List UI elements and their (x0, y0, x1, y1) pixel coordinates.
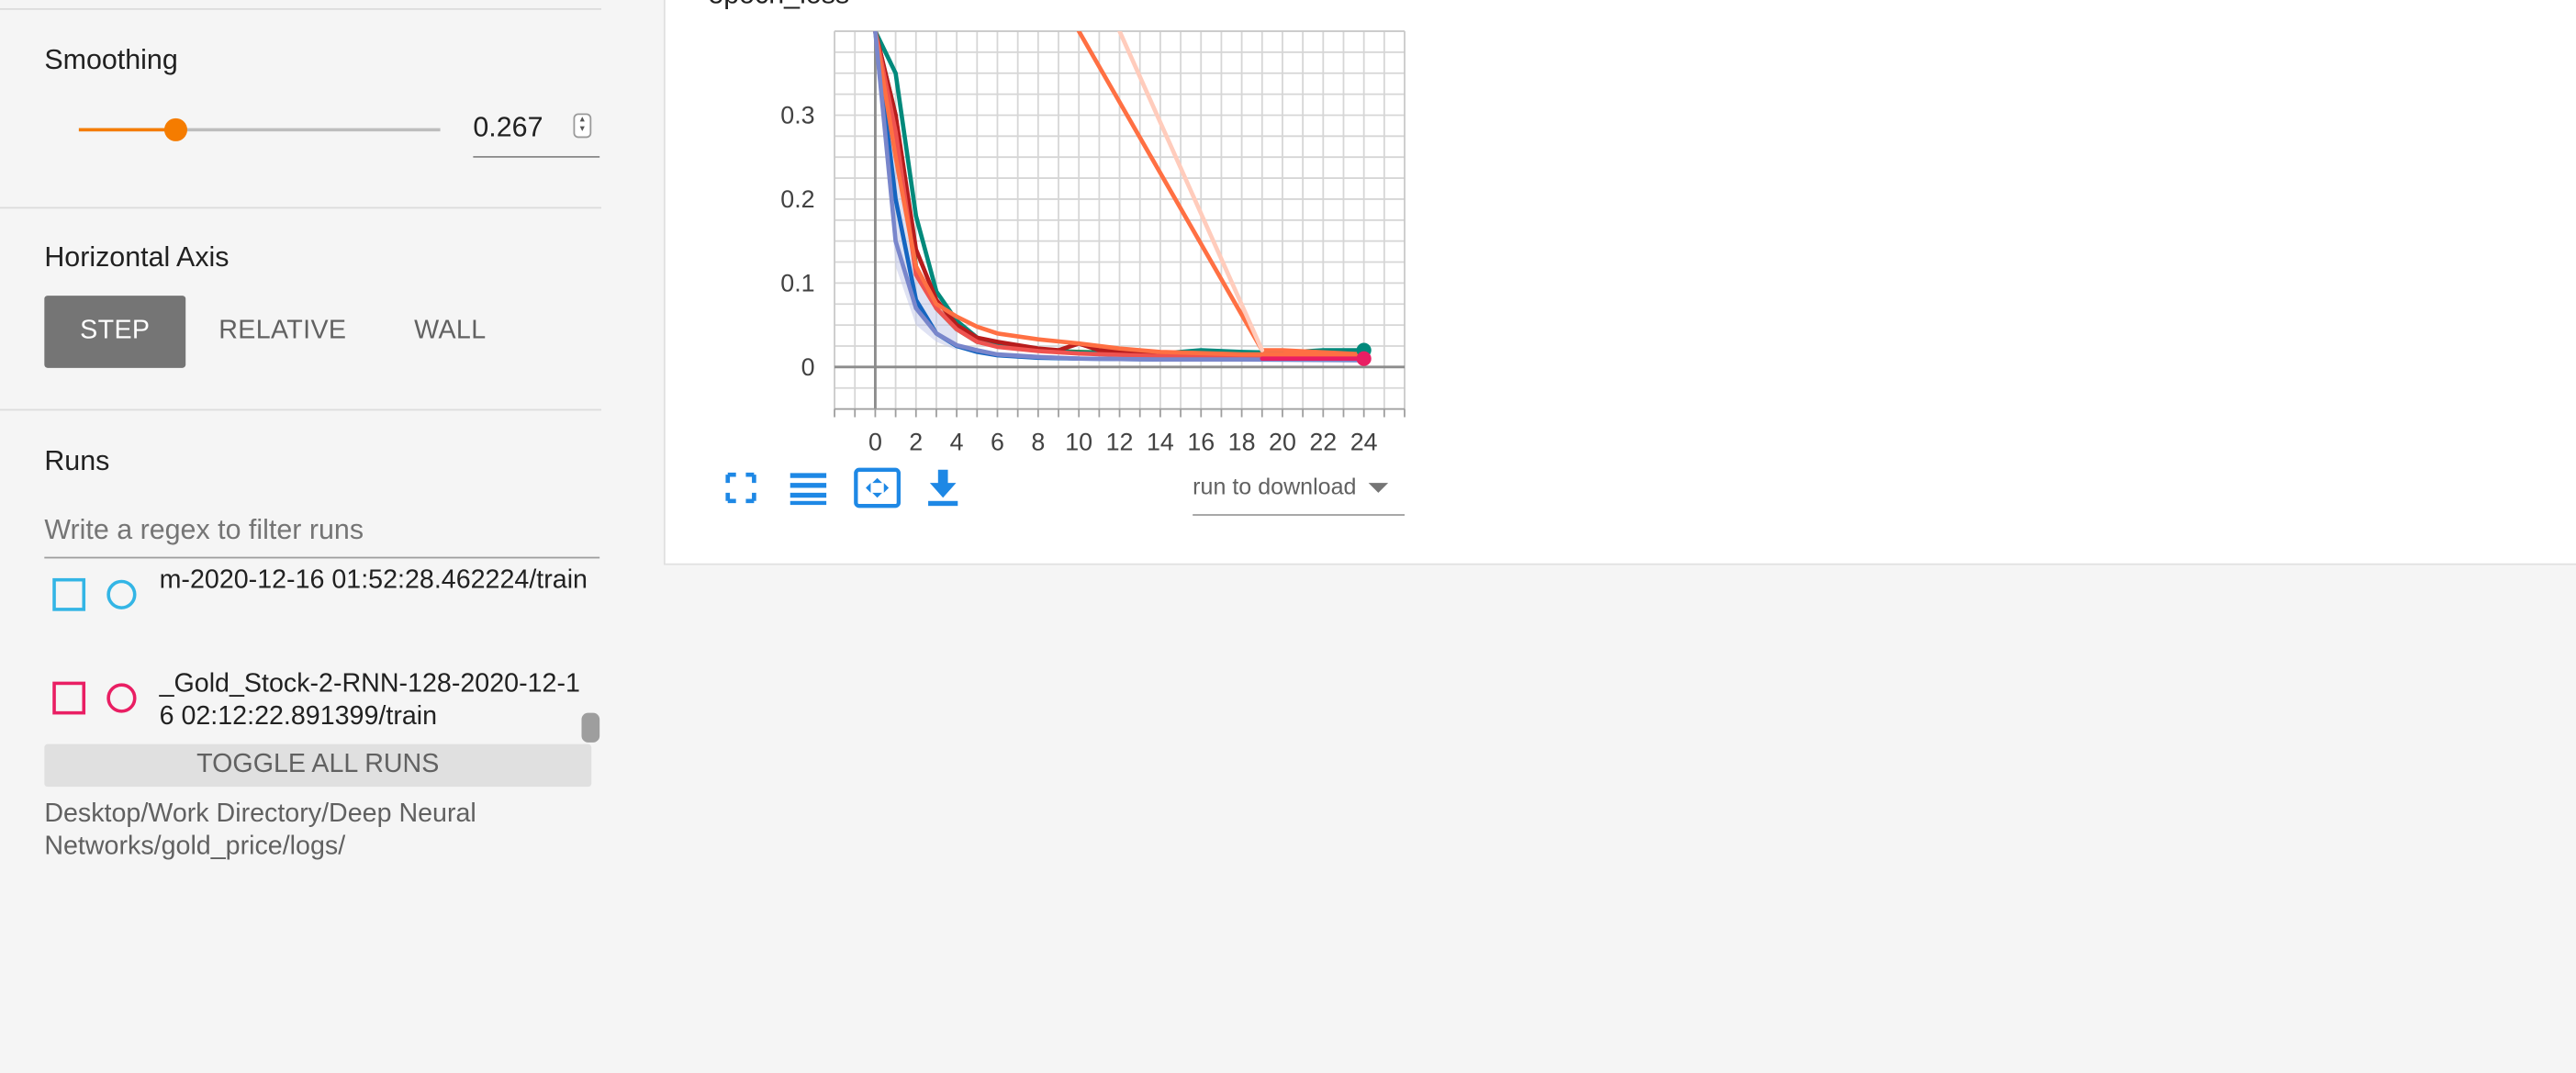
run-filter-field[interactable] (44, 504, 600, 559)
run-to-download-label: run to download (1193, 473, 1357, 500)
divider (0, 408, 601, 411)
divider (0, 207, 601, 209)
x-tick-label: 8 (1031, 428, 1045, 455)
divider (0, 7, 601, 10)
y-tick-label: 0.1 (780, 269, 814, 296)
data-table-icon[interactable] (789, 466, 828, 509)
series-line (873, 31, 1366, 363)
run-color-circle-icon[interactable] (106, 579, 137, 609)
fullscreen-icon[interactable] (722, 466, 761, 509)
run-label: m-2020-12-16 01:52:28.462224/train (159, 566, 588, 595)
smoothing-slider-thumb[interactable] (163, 117, 187, 141)
y-tick-label: 0 (801, 353, 815, 381)
run-checkbox[interactable] (52, 577, 86, 611)
y-tick-label: 0.2 (780, 185, 814, 213)
x-tick-label: 24 (1350, 428, 1378, 455)
series-line (1117, 31, 1265, 352)
x-tick-label: 18 (1228, 428, 1256, 455)
x-tick-label: 6 (991, 428, 1004, 455)
smoothing-value[interactable]: 0.267 (473, 111, 543, 143)
smoothing-slider-fill (78, 128, 176, 132)
axis-wall-button[interactable]: WALL (414, 317, 487, 345)
smoothing-input[interactable]: 0.267 ▴ ▾ (473, 106, 600, 158)
x-tick-label: 4 (950, 428, 964, 455)
x-tick-label: 12 (1106, 428, 1134, 455)
smoothing-title: Smoothing (44, 44, 178, 76)
dropdown-caret-icon[interactable] (1368, 483, 1389, 493)
chart-title: epoch_loss (708, 0, 849, 12)
run-to-download-select[interactable]: run to download (1193, 468, 1406, 516)
x-tick-label: 14 (1147, 428, 1174, 455)
y-tick-label: 0.3 (780, 101, 814, 129)
x-tick-label: 22 (1309, 428, 1337, 455)
x-tick-label: 20 (1269, 428, 1296, 455)
sidebar: Smoothing 0.267 ▴ ▾ Horizontal Axis STEP … (0, 0, 601, 1073)
smoothing-slider[interactable] (78, 117, 441, 141)
run-color-circle-icon[interactable] (106, 683, 137, 713)
run-checkbox[interactable] (52, 681, 86, 715)
x-tick-label: 16 (1187, 428, 1215, 455)
x-tick-label: 2 (909, 428, 923, 455)
download-icon[interactable] (924, 466, 963, 509)
fit-domain-icon[interactable] (853, 466, 902, 509)
axis-step-button[interactable]: STEP (44, 296, 186, 368)
series-line (873, 31, 1366, 357)
runs-title: Runs (44, 444, 110, 476)
x-tick-label: 0 (868, 428, 882, 455)
run-label: _Gold_Stock-2-RNN-128-2020-12-16 02:12:2… (159, 670, 580, 732)
log-directory: Desktop/Work Directory/Deep Neural Netwo… (44, 799, 476, 861)
runs-scrollbar[interactable] (581, 712, 600, 743)
run-filter-input[interactable] (44, 514, 587, 547)
series-end-marker (1356, 351, 1372, 366)
spinner-icon[interactable]: ▴ ▾ (573, 113, 592, 139)
x-tick-label: 10 (1065, 428, 1092, 455)
series-line (1076, 31, 1366, 357)
horizontal-axis-title: Horizontal Axis (44, 241, 230, 274)
toggle-all-runs-button[interactable]: TOGGLE ALL RUNS (44, 743, 592, 788)
axis-relative-button[interactable]: RELATIVE (218, 317, 347, 345)
